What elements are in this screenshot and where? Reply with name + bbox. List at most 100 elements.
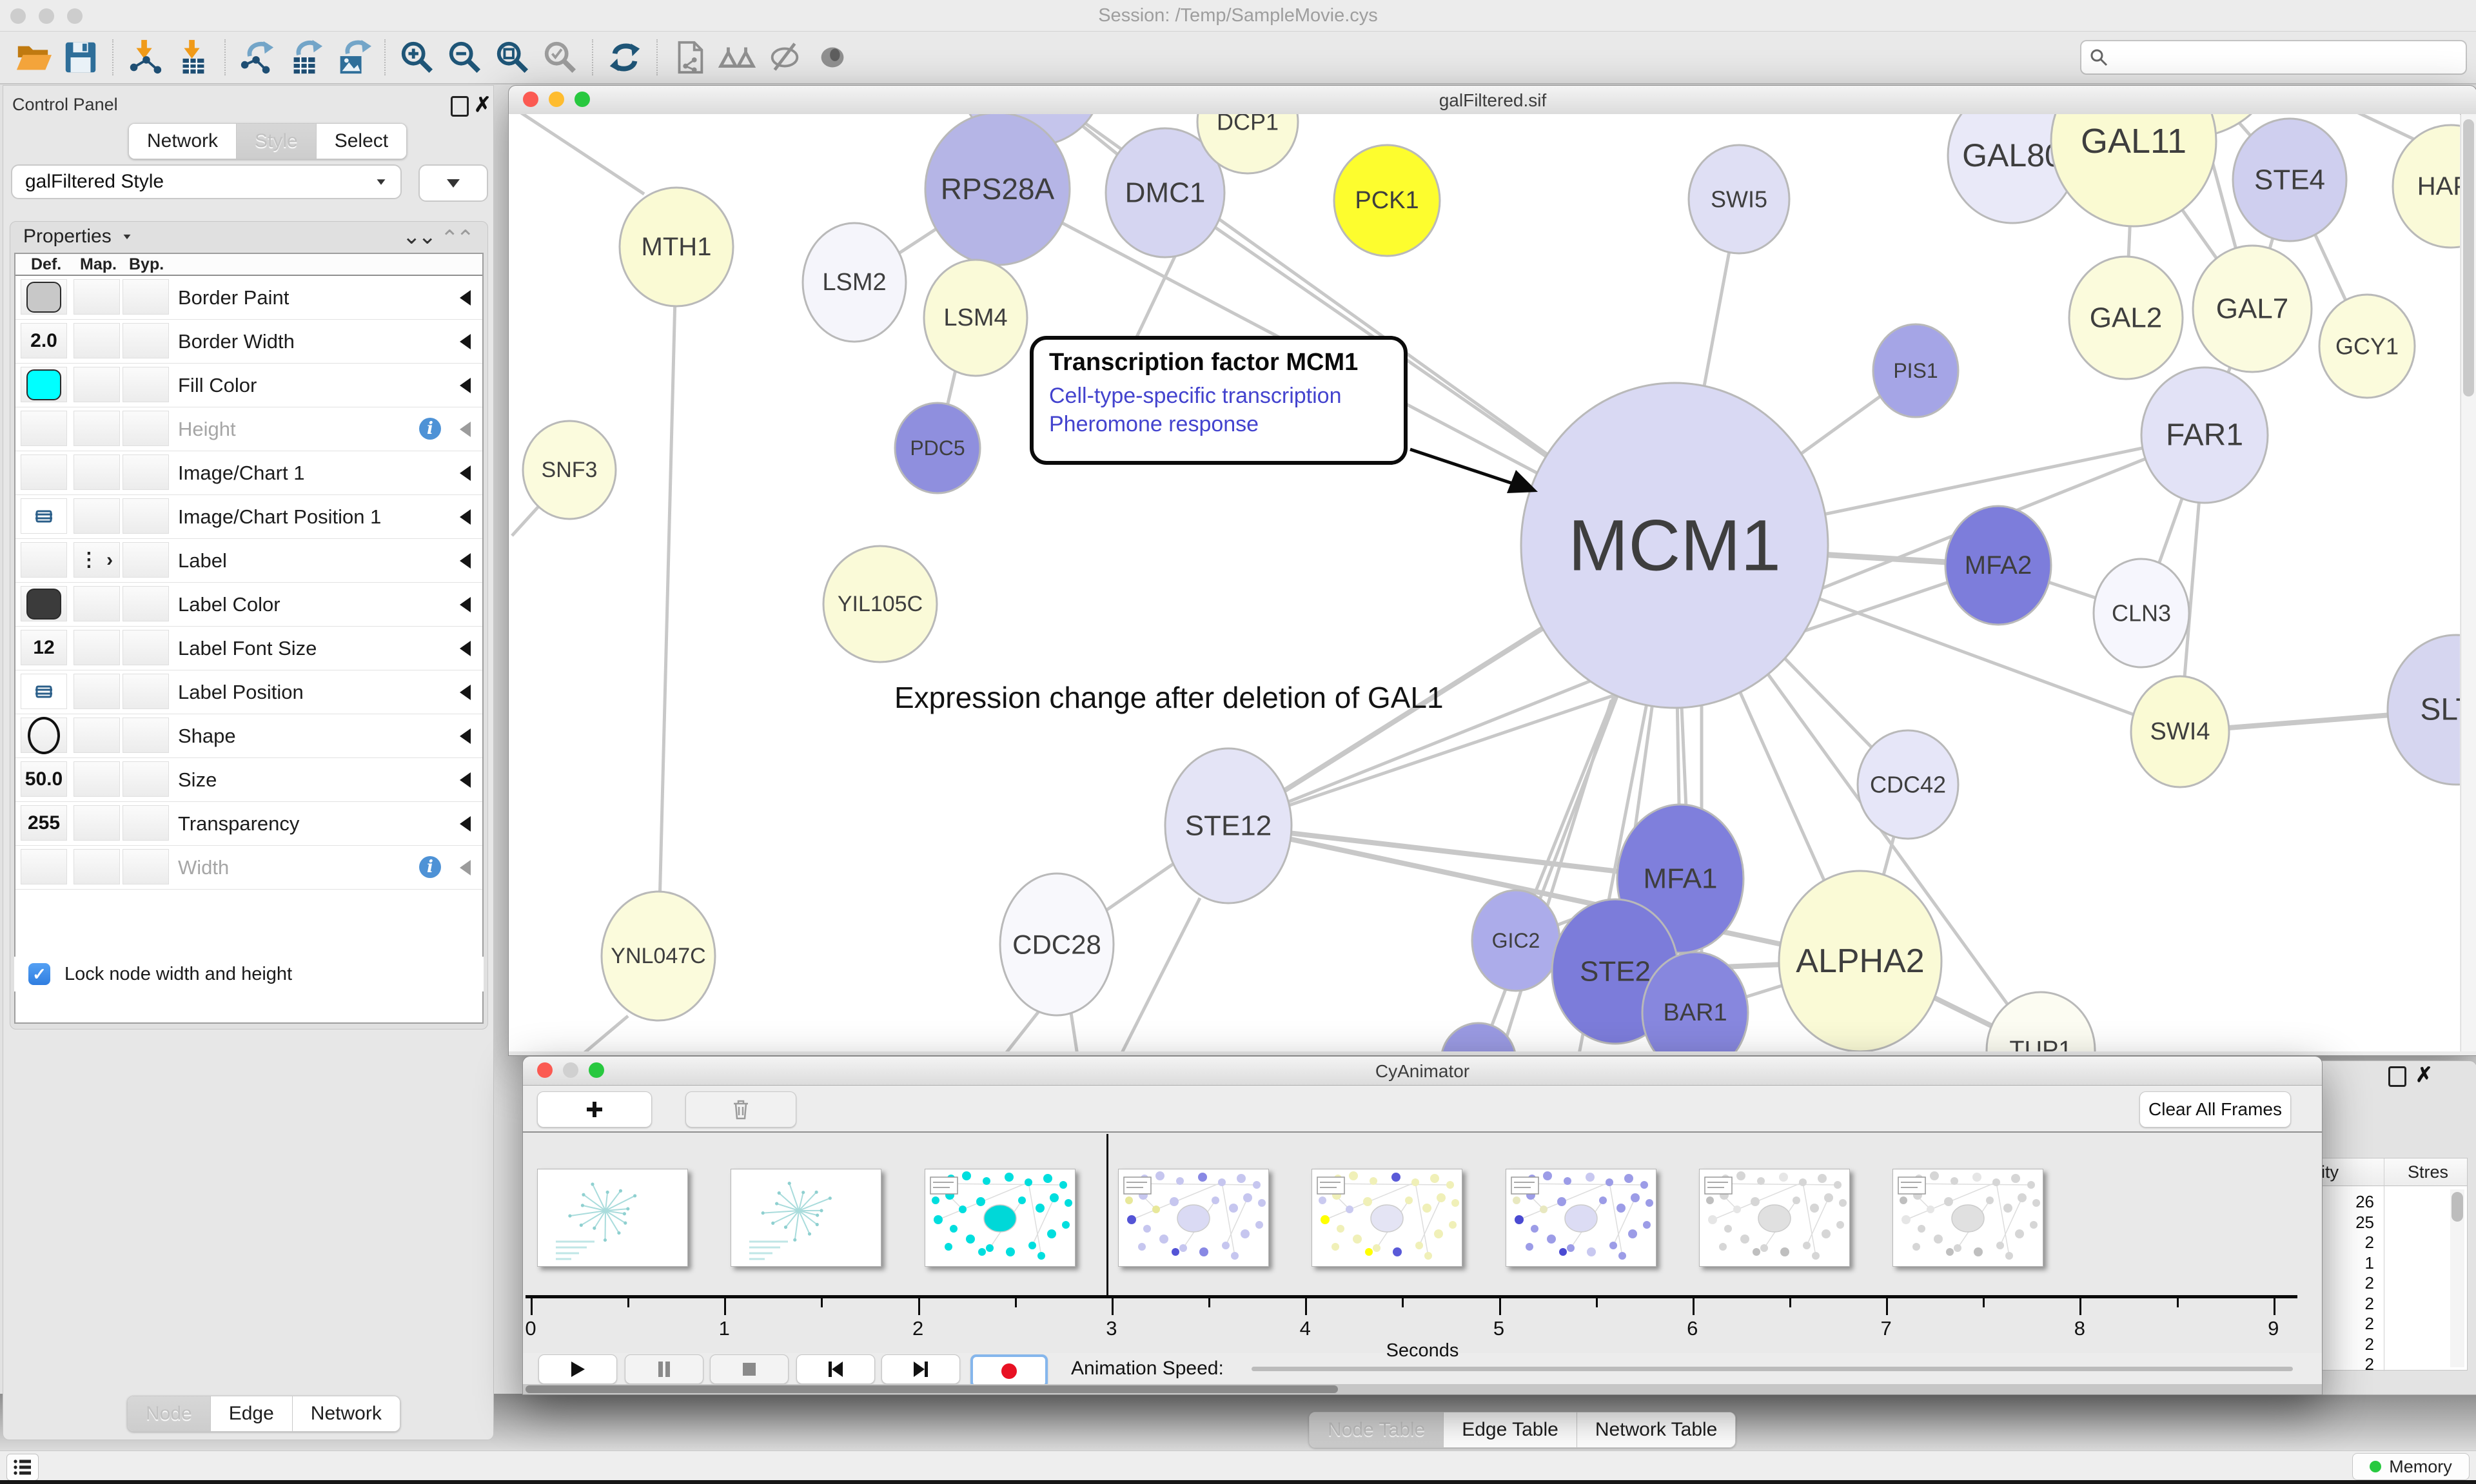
open-folder-icon[interactable]: [12, 37, 54, 78]
mapping-cell[interactable]: [74, 630, 120, 665]
share-document-icon[interactable]: [669, 37, 710, 78]
network-node-GAL11[interactable]: [2050, 114, 2217, 228]
network-node-CLN3[interactable]: [2092, 558, 2190, 669]
expand-row-arrow-icon[interactable]: [460, 597, 471, 612]
lock-checkbox[interactable]: ✓: [28, 963, 50, 985]
play-button[interactable]: [538, 1354, 617, 1384]
bypass-cell[interactable]: [123, 718, 169, 753]
mapping-cell[interactable]: [74, 761, 120, 797]
timeline-playhead[interactable]: [1106, 1134, 1108, 1298]
mapping-cell[interactable]: [74, 586, 120, 621]
zoom-in-icon[interactable]: [397, 37, 438, 78]
network-canvas[interactable]: MTH1 LSM2 RPS28A DMC1 LSM4 DCP1 PCK1 SNF3 PDC5 YI…: [509, 114, 2460, 1051]
default-value-cell[interactable]: [21, 367, 67, 402]
default-value-cell[interactable]: [21, 849, 67, 884]
zoom-selected-icon[interactable]: [540, 37, 581, 78]
memory-button[interactable]: Memory: [2352, 1453, 2470, 1480]
bypass-cell[interactable]: [123, 630, 169, 665]
add-frame-button[interactable]: [537, 1091, 652, 1128]
bypass-cell[interactable]: [123, 586, 169, 621]
frame-thumbnail-1[interactable]: [731, 1169, 882, 1267]
show-graphics-details-icon[interactable]: [812, 37, 853, 78]
column-header-centrality[interactable]: ity: [2321, 1162, 2339, 1182]
default-value-cell[interactable]: [21, 586, 67, 621]
network-node-BOT1[interactable]: [1441, 1022, 1516, 1051]
close-panel-icon[interactable]: ✗: [2415, 1063, 2433, 1086]
zoom-out-icon[interactable]: [444, 37, 486, 78]
properties-header[interactable]: Properties ⌄⌄ ⌄⌄: [10, 222, 487, 251]
scrollbar-thumb[interactable]: [2463, 119, 2474, 396]
refresh-icon[interactable]: [604, 37, 645, 78]
record-button[interactable]: [970, 1354, 1048, 1388]
network-node-MCM1[interactable]: [1520, 382, 1829, 709]
network-node-STE12[interactable]: [1164, 747, 1293, 904]
default-value-cell[interactable]: 2.0: [21, 323, 67, 358]
animation-speed-slider[interactable]: [1252, 1367, 2293, 1371]
bypass-cell[interactable]: [123, 805, 169, 841]
table-scrollbar[interactable]: [2450, 1189, 2464, 1367]
default-value-cell[interactable]: [21, 674, 67, 709]
table-row[interactable]: 2: [2364, 1334, 2374, 1354]
cyanimator-titlebar[interactable]: CyAnimator: [523, 1057, 2322, 1086]
network-node-SLT2[interactable]: [2386, 634, 2460, 786]
bypass-cell[interactable]: [123, 761, 169, 797]
style-options-button[interactable]: [418, 164, 488, 202]
skip-to-start-button[interactable]: [796, 1354, 875, 1384]
network-node-GAL2[interactable]: [2068, 255, 2184, 380]
zoom-fit-icon[interactable]: [492, 37, 533, 78]
default-value-cell[interactable]: [21, 279, 67, 315]
expand-row-arrow-icon[interactable]: [460, 334, 471, 349]
mapping-cell[interactable]: [74, 849, 120, 884]
tab-node[interactable]: Node: [128, 1396, 211, 1431]
expand-row-arrow-icon[interactable]: [460, 290, 471, 306]
cyanimator-horizontal-scrollbar[interactable]: [523, 1384, 2322, 1394]
table-row[interactable]: 2: [2364, 1314, 2374, 1333]
zoom-window-icon[interactable]: [67, 8, 83, 24]
search-box[interactable]: [2080, 40, 2467, 75]
network-node-SNF3[interactable]: [522, 420, 617, 520]
network-node-TUP1[interactable]: [1985, 991, 2096, 1051]
network-node-CDC28[interactable]: [999, 872, 1115, 1017]
close-panel-icon[interactable]: ✗: [474, 93, 491, 116]
expand-row-arrow-icon[interactable]: [460, 816, 471, 832]
table-row[interactable]: 1: [2364, 1253, 2374, 1273]
mapping-cell[interactable]: [74, 805, 120, 841]
minimize-icon[interactable]: [549, 92, 564, 107]
network-node-MTH1[interactable]: [618, 186, 734, 308]
scrollbar-thumb[interactable]: [526, 1385, 1338, 1393]
network-node-SWI4[interactable]: [2130, 675, 2230, 788]
expand-row-arrow-icon[interactable]: [460, 509, 471, 525]
skip-to-end-button[interactable]: [881, 1354, 960, 1384]
column-header-stress[interactable]: Stres: [2408, 1162, 2449, 1182]
search-input[interactable]: [2108, 46, 2458, 68]
collapse-all-icon[interactable]: ⌄⌄: [443, 224, 475, 249]
default-value-cell[interactable]: 50.0: [21, 761, 67, 797]
table-row[interactable]: 26: [2355, 1192, 2374, 1211]
binoculars-icon[interactable]: [716, 37, 758, 78]
frame-thumbnail-6[interactable]: [1698, 1169, 1850, 1267]
minimize-icon[interactable]: [563, 1062, 578, 1078]
frame-thumbnail-3[interactable]: [1117, 1169, 1269, 1267]
default-value-cell[interactable]: [21, 454, 67, 490]
save-session-icon[interactable]: [60, 37, 101, 78]
bypass-cell[interactable]: [123, 498, 169, 534]
network-node-HAP2[interactable]: [2392, 124, 2460, 249]
bypass-cell[interactable]: [123, 849, 169, 884]
expand-row-arrow-icon[interactable]: [460, 641, 471, 656]
tab-network-table[interactable]: Network Table: [1577, 1412, 1736, 1447]
export-image-icon[interactable]: [332, 37, 373, 78]
default-value-cell[interactable]: [21, 498, 67, 534]
frame-thumbnail-5[interactable]: [1505, 1169, 1656, 1267]
mapping-cell[interactable]: ⋮ ›: [74, 542, 120, 578]
network-node-MFA2[interactable]: [1944, 505, 2052, 626]
tab-select[interactable]: Select: [316, 124, 407, 159]
close-icon[interactable]: [523, 92, 538, 107]
style-selector-dropdown[interactable]: galFiltered Style: [11, 164, 402, 199]
table-row[interactable]: 2: [2364, 1273, 2374, 1293]
expand-row-arrow-icon[interactable]: [460, 465, 471, 481]
clear-all-frames-button[interactable]: Clear All Frames: [2139, 1091, 2291, 1128]
frame-thumbnail-4[interactable]: [1312, 1169, 1463, 1267]
tab-edge-table[interactable]: Edge Table: [1444, 1412, 1577, 1447]
network-caption-text[interactable]: Expression change after deletion of GAL1: [894, 681, 1444, 714]
bypass-cell[interactable]: [123, 279, 169, 315]
